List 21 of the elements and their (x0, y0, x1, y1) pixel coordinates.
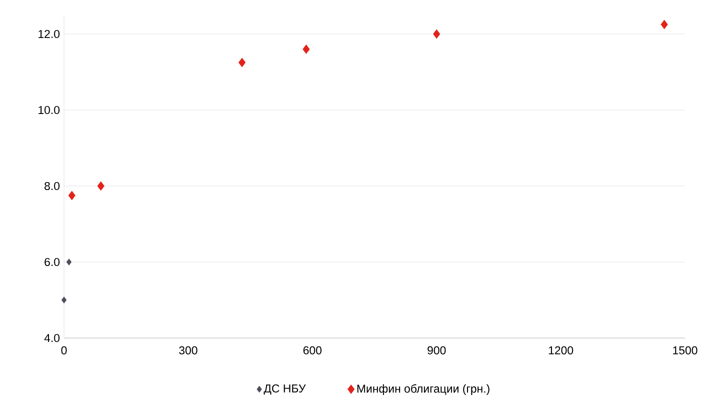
point (238, 58, 246, 68)
point (433, 29, 440, 39)
x-tick-label: 600 (303, 346, 322, 354)
y-tick-label: 6.0 (44, 258, 60, 266)
x-tick-label: 1500 (673, 346, 698, 354)
legend-label: ДС НБУ (264, 384, 306, 395)
point (66, 258, 72, 266)
x-tick-label: 0 (61, 346, 67, 354)
point (61, 296, 67, 304)
legend-label: Минфин облигации (грн.) (357, 384, 490, 395)
point (660, 20, 668, 30)
point (68, 190, 76, 200)
x-tick-label: 300 (179, 346, 198, 354)
x-tick-label: 1200 (548, 346, 574, 354)
point (302, 44, 310, 54)
point (97, 181, 104, 191)
y-tick-label: 12.0 (38, 30, 60, 38)
y-tick-label: 4.0 (44, 334, 60, 342)
y-tick-label: 10.0 (38, 106, 60, 114)
y-tick-label: 8.0 (44, 182, 60, 190)
x-tick-label: 900 (428, 346, 446, 354)
